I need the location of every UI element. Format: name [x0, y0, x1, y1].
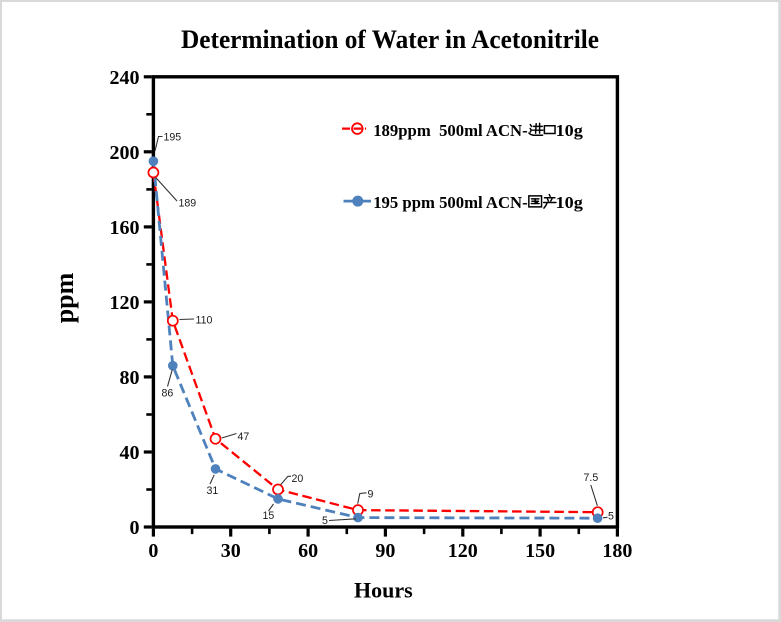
svg-text:7.5: 7.5: [584, 472, 599, 484]
svg-text:9: 9: [368, 488, 374, 500]
svg-text:160: 160: [110, 217, 140, 239]
svg-text:Determination of Water in Acet: Determination of Water in Acetonitrile: [181, 25, 599, 54]
svg-text:Hours: Hours: [354, 578, 413, 603]
svg-text:80: 80: [120, 367, 140, 389]
svg-text:200: 200: [110, 142, 140, 164]
svg-text:0: 0: [148, 540, 158, 562]
svg-text:180: 180: [602, 540, 632, 562]
svg-text:30: 30: [221, 540, 241, 562]
svg-text:120: 120: [448, 540, 478, 562]
svg-text:47: 47: [238, 431, 250, 443]
svg-text:189: 189: [179, 198, 197, 210]
svg-text:110: 110: [196, 314, 213, 326]
svg-text:5: 5: [608, 511, 614, 523]
svg-text:10g: 10g: [556, 121, 584, 140]
svg-text:5: 5: [322, 515, 328, 527]
svg-text:150: 150: [525, 540, 555, 562]
svg-text:86: 86: [162, 388, 174, 400]
svg-text:15: 15: [263, 510, 275, 522]
svg-text:40: 40: [120, 442, 140, 464]
svg-text:195 ppm 500ml ACN-: 195 ppm 500ml ACN-: [373, 193, 528, 212]
svg-text:189ppm 500ml ACN-: 189ppm 500ml ACN-: [373, 121, 528, 140]
svg-text:ppm: ppm: [50, 272, 79, 323]
svg-text:90: 90: [375, 540, 395, 562]
svg-text:120: 120: [110, 292, 140, 314]
svg-text:60: 60: [298, 540, 318, 562]
svg-text:195: 195: [164, 131, 182, 143]
svg-text:10g: 10g: [556, 193, 584, 212]
svg-text:31: 31: [207, 485, 219, 497]
svg-text:240: 240: [110, 67, 140, 89]
svg-text:20: 20: [292, 473, 304, 485]
svg-text:0: 0: [130, 517, 140, 539]
